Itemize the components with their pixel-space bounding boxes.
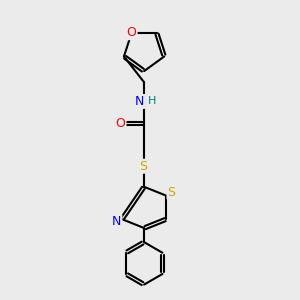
Text: O: O bbox=[127, 26, 136, 39]
Text: O: O bbox=[116, 117, 125, 130]
Text: N: N bbox=[135, 95, 144, 108]
Text: S: S bbox=[167, 186, 175, 199]
Text: S: S bbox=[139, 160, 147, 173]
Text: N: N bbox=[112, 215, 122, 228]
Text: H: H bbox=[148, 96, 157, 106]
